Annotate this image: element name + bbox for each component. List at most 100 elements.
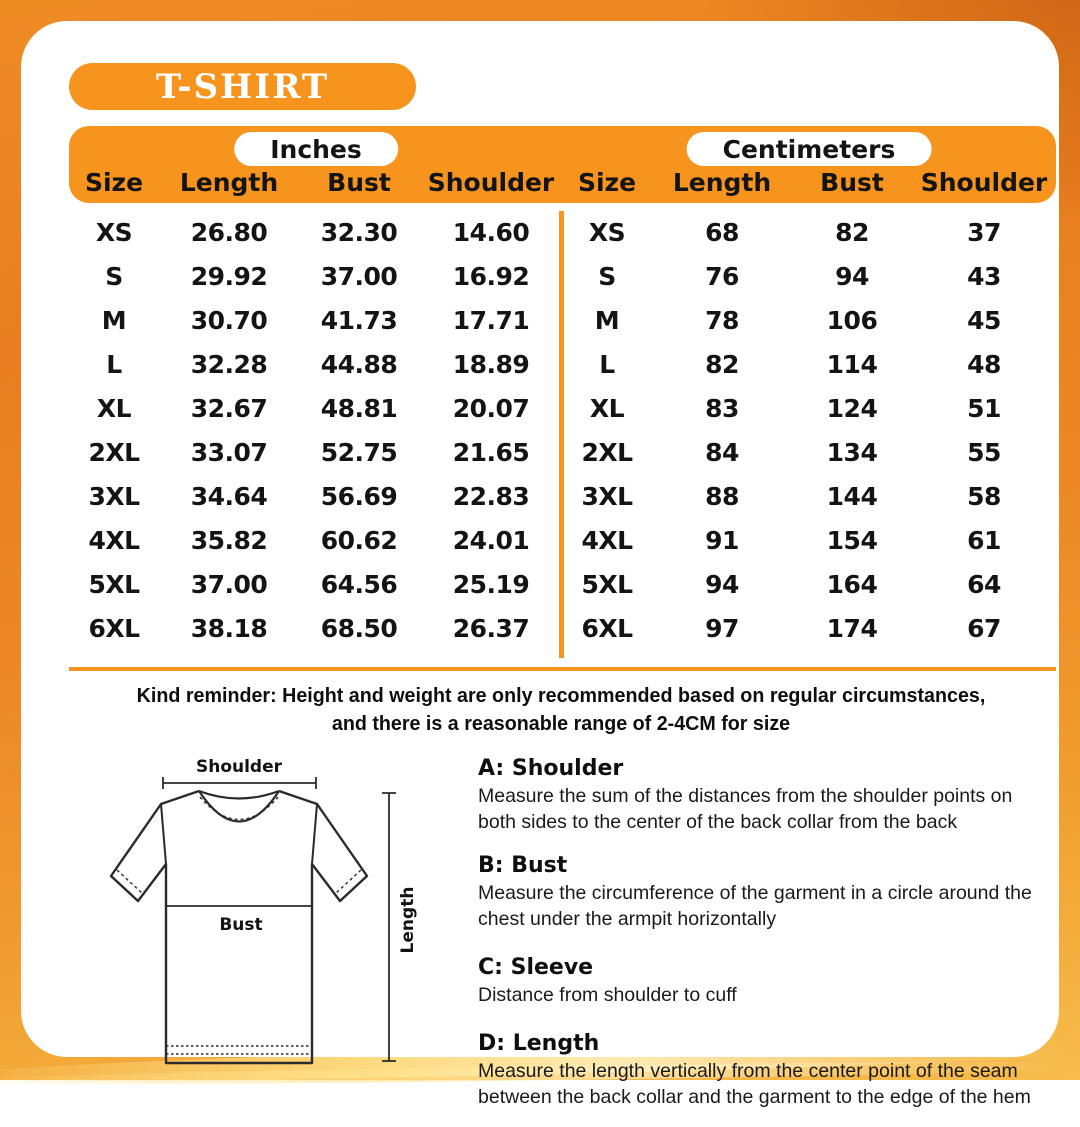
column-header-size: Size xyxy=(84,168,144,197)
table-row: L 82 114 48 xyxy=(562,342,1056,386)
table-row: 6XL 97 174 67 xyxy=(562,606,1056,650)
table-cell: L xyxy=(106,349,122,379)
inches-unit-label: Inches xyxy=(270,134,362,164)
table-cell: 94 xyxy=(705,569,739,599)
table-cell: 41.73 xyxy=(320,305,398,335)
table-cell: 51 xyxy=(967,393,1001,423)
guide-shoulder: A: Shoulder Measure the sum of the dista… xyxy=(478,756,1053,836)
table-row: 2XL 33.07 52.75 21.65 xyxy=(69,430,563,474)
table-cell: 37 xyxy=(967,217,1001,247)
table-cell: 24.01 xyxy=(452,525,530,555)
table-row: 4XL 35.82 60.62 24.01 xyxy=(69,518,563,562)
table-cell: 55 xyxy=(967,437,1001,467)
tshirt-outline xyxy=(109,789,369,1065)
bust-measure-label: Bust xyxy=(219,915,262,935)
table-cell: 22.83 xyxy=(452,481,530,511)
table-cell: 114 xyxy=(826,349,878,379)
table-row: M 78 106 45 xyxy=(562,298,1056,342)
tshirt-sleeve-seam-left xyxy=(160,803,167,865)
table-cell: 174 xyxy=(826,613,878,643)
table-row: XS 26.80 32.30 14.60 xyxy=(69,210,563,254)
table-cell: 82 xyxy=(705,349,739,379)
table-cell: 164 xyxy=(826,569,878,599)
table-cell: 43 xyxy=(967,261,1001,291)
table-cell: 44.88 xyxy=(320,349,398,379)
column-header-length: Length xyxy=(179,168,279,197)
table-cell: 14.60 xyxy=(452,217,530,247)
table-cell: 83 xyxy=(705,393,739,423)
table-cell: S xyxy=(105,261,123,291)
table-cell: 18.89 xyxy=(452,349,530,379)
table-row: 4XL 91 154 61 xyxy=(562,518,1056,562)
table-cell: 21.65 xyxy=(452,437,530,467)
table-cell: 5XL xyxy=(88,569,140,599)
table-row: XS 68 82 37 xyxy=(562,210,1056,254)
guide-length: D: Length Measure the length vertically … xyxy=(478,1031,1053,1111)
table-cell: 67 xyxy=(967,613,1001,643)
column-header-shoulder: Shoulder xyxy=(427,168,555,197)
centimeters-header-section: Centimeters Size Length Bust Shoulder xyxy=(562,126,1056,203)
table-cell: 4XL xyxy=(88,525,140,555)
table-cell: 32.67 xyxy=(190,393,268,423)
size-chart-card: T-SHIRT Inches Size Length Bust Shoulder… xyxy=(21,21,1059,1108)
page-title: T-SHIRT xyxy=(155,66,330,107)
table-cell: 38.18 xyxy=(190,613,268,643)
guide-bust-body: Measure the circumference of the garment… xyxy=(478,881,1032,930)
guide-length-heading: D: Length xyxy=(478,1030,600,1056)
table-cell: 60.62 xyxy=(320,525,398,555)
table-row: 5XL 94 164 64 xyxy=(562,562,1056,606)
table-row: L 32.28 44.88 18.89 xyxy=(69,342,563,386)
table-cell: 3XL xyxy=(88,481,140,511)
table-cell: 84 xyxy=(705,437,739,467)
table-cell: 88 xyxy=(705,481,739,511)
length-measure-line xyxy=(382,792,396,1062)
column-header-bust: Bust xyxy=(327,168,391,197)
table-cell: 134 xyxy=(826,437,878,467)
table-cell: 76 xyxy=(705,261,739,291)
table-cell: 32.28 xyxy=(190,349,268,379)
guide-length-body: Measure the length vertically from the c… xyxy=(478,1059,1031,1108)
table-cell: 2XL xyxy=(88,437,140,467)
table-cell: L xyxy=(599,349,615,379)
table-cell: 106 xyxy=(826,305,878,335)
table-cell: 5XL xyxy=(581,569,633,599)
table-cell: XS xyxy=(588,217,626,247)
table-cell: 29.92 xyxy=(190,261,268,291)
centimeters-unit-pill: Centimeters xyxy=(686,132,932,166)
tshirt-collar-back xyxy=(198,789,280,800)
centimeters-table-body: XS 68 82 37 S 76 94 43 M 78 106 45 L 82 114 48 XL 83 124 51… xyxy=(562,210,1056,650)
table-cell: 37.00 xyxy=(190,569,268,599)
table-cell: 48.81 xyxy=(320,393,398,423)
tshirt-cuff-stitch-left xyxy=(116,869,144,895)
inches-table-body: XS 26.80 32.30 14.60 S 29.92 37.00 16.92 M 30.70 4… xyxy=(69,210,563,650)
column-header-size: Size xyxy=(577,168,637,197)
centimeters-unit-label: Centimeters xyxy=(722,134,896,164)
table-cell: 34.64 xyxy=(190,481,268,511)
table-cell: 64.56 xyxy=(320,569,398,599)
table-cell: 3XL xyxy=(581,481,633,511)
guide-shoulder-body: Measure the sum of the distances from th… xyxy=(478,785,1013,833)
table-cell: 64 xyxy=(967,569,1001,599)
length-measure-label: Length xyxy=(398,887,418,954)
inches-header-section: Inches Size Length Bust Shoulder xyxy=(69,126,563,203)
table-row: 2XL 84 134 55 xyxy=(562,430,1056,474)
table-cell: 82 xyxy=(835,217,869,247)
table-cell: XL xyxy=(589,393,625,423)
table-row: 5XL 37.00 64.56 25.19 xyxy=(69,562,563,606)
inches-column-headers: Size Length Bust Shoulder xyxy=(69,168,563,197)
table-cell: 124 xyxy=(826,393,878,423)
table-cell: 6XL xyxy=(88,613,140,643)
table-cell: 78 xyxy=(705,305,739,335)
column-header-bust: Bust xyxy=(820,168,884,197)
measuring-guide: A: Shoulder Measure the sum of the dista… xyxy=(478,756,1053,1127)
bust-measure-line xyxy=(165,900,313,912)
table-vertical-divider xyxy=(559,211,564,658)
shoulder-measure-label: Shoulder xyxy=(196,757,283,777)
table-cell: 48 xyxy=(967,349,1001,379)
table-cell: 25.19 xyxy=(452,569,530,599)
table-cell: 17.71 xyxy=(452,305,530,335)
table-cell: S xyxy=(598,261,616,291)
tshirt-collar-front xyxy=(198,790,280,823)
table-cell: 35.82 xyxy=(190,525,268,555)
